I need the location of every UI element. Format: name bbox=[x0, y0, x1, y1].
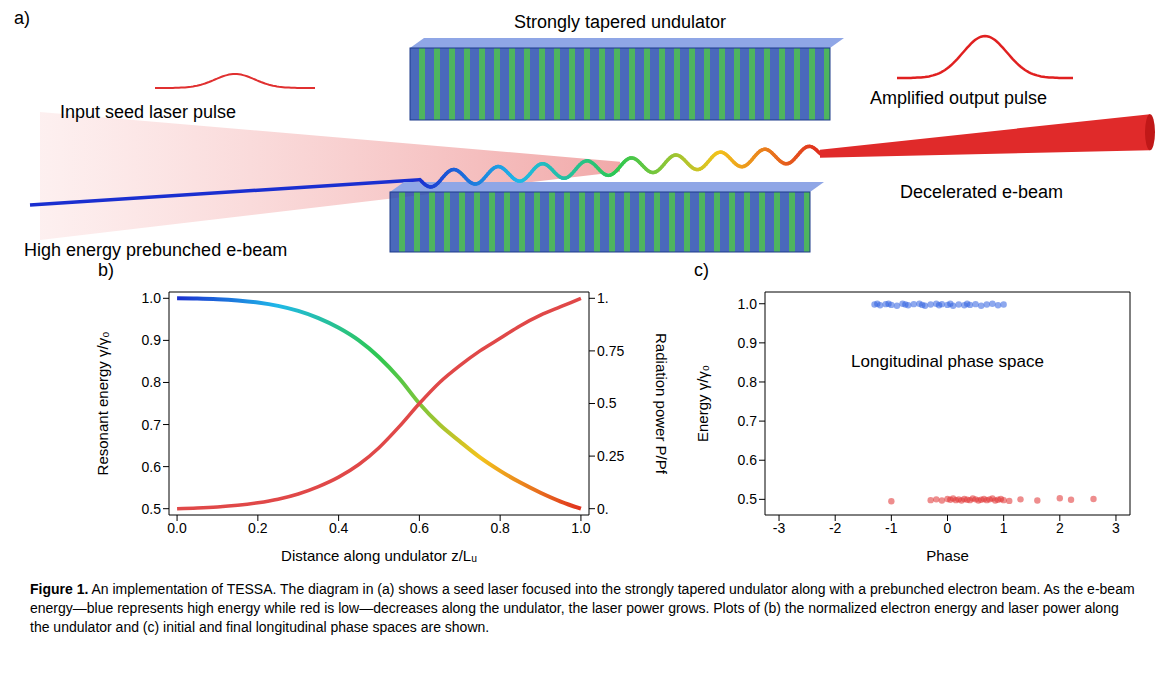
svg-text:-2: -2 bbox=[829, 520, 842, 536]
svg-text:Amplified output pulse: Amplified output pulse bbox=[870, 88, 1047, 108]
svg-text:0.4: 0.4 bbox=[329, 520, 349, 536]
svg-text:Strongly tapered undulator: Strongly tapered undulator bbox=[514, 12, 726, 32]
svg-text:1.0: 1.0 bbox=[738, 296, 758, 312]
svg-text:Phase: Phase bbox=[926, 547, 969, 564]
svg-text:Radiation power P/Pf: Radiation power P/Pf bbox=[653, 333, 670, 475]
svg-text:1.0: 1.0 bbox=[571, 520, 591, 536]
svg-text:0.8: 0.8 bbox=[738, 374, 758, 390]
svg-text:Distance along undulator z/Lᵤ: Distance along undulator z/Lᵤ bbox=[281, 547, 477, 564]
svg-text:0.6: 0.6 bbox=[410, 520, 430, 536]
svg-text:0.2: 0.2 bbox=[248, 520, 268, 536]
svg-text:0: 0 bbox=[944, 520, 952, 536]
svg-text:0.5: 0.5 bbox=[597, 395, 617, 411]
html-text:Longitudinal phase space: Longitudinal phase space bbox=[851, 352, 1044, 371]
svg-text:Resonant energy γ/γ₀: Resonant energy γ/γ₀ bbox=[94, 332, 111, 476]
svg-text:-1: -1 bbox=[885, 520, 898, 536]
svg-text:0.0: 0.0 bbox=[167, 520, 187, 536]
svg-text:Energy γ/γ₀: Energy γ/γ₀ bbox=[694, 365, 711, 442]
svg-text:1: 1 bbox=[1000, 520, 1008, 536]
svg-text:0.6: 0.6 bbox=[738, 452, 758, 468]
svg-text:0.6: 0.6 bbox=[142, 459, 162, 475]
html-text:Figure 1. An implementation of: Figure 1. An implementation of TESSA. Th… bbox=[30, 581, 1135, 635]
svg-text:0.: 0. bbox=[597, 501, 609, 517]
html-text:c): c) bbox=[694, 260, 709, 280]
svg-text:Input seed laser pulse: Input seed laser pulse bbox=[60, 102, 236, 122]
svg-text:0.7: 0.7 bbox=[738, 413, 758, 429]
svg-text:0.8: 0.8 bbox=[490, 520, 510, 536]
svg-text:a): a) bbox=[14, 8, 30, 28]
svg-text:High energy prebunched e-beam: High energy prebunched e-beam bbox=[24, 240, 287, 260]
svg-text:0.7: 0.7 bbox=[142, 417, 162, 433]
svg-text:2: 2 bbox=[1056, 520, 1064, 536]
svg-text:0.9: 0.9 bbox=[738, 335, 758, 351]
svg-text:Decelerated e-beam: Decelerated e-beam bbox=[900, 182, 1063, 202]
svg-text:0.5: 0.5 bbox=[142, 501, 162, 517]
svg-text:-3: -3 bbox=[773, 520, 786, 536]
svg-text:3: 3 bbox=[1112, 520, 1120, 536]
svg-text:0.9: 0.9 bbox=[142, 332, 162, 348]
svg-text:0.8: 0.8 bbox=[142, 374, 162, 390]
svg-text:1.: 1. bbox=[597, 290, 609, 306]
svg-text:0.25: 0.25 bbox=[597, 448, 624, 464]
svg-text:0.5: 0.5 bbox=[738, 491, 758, 507]
html-text:b): b) bbox=[98, 260, 114, 280]
svg-text:0.75: 0.75 bbox=[597, 343, 624, 359]
svg-text:1.0: 1.0 bbox=[142, 290, 162, 306]
